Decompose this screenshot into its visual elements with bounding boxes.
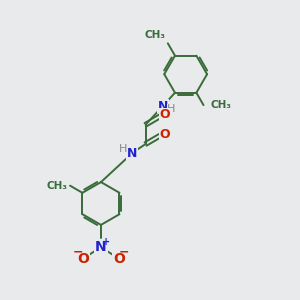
Text: H: H — [119, 144, 128, 154]
Text: O: O — [113, 252, 125, 266]
Text: CH₃: CH₃ — [210, 100, 231, 110]
Text: O: O — [77, 252, 89, 266]
Text: N: N — [158, 100, 168, 112]
Text: N: N — [127, 147, 137, 160]
Text: −: − — [73, 246, 83, 259]
Text: O: O — [160, 108, 170, 122]
Text: +: + — [102, 237, 110, 247]
Text: N: N — [95, 240, 107, 254]
Text: CH₃: CH₃ — [47, 181, 68, 191]
Text: CH₃: CH₃ — [145, 30, 166, 40]
Text: −: − — [118, 246, 129, 259]
Text: H: H — [167, 104, 176, 114]
Text: O: O — [160, 128, 170, 141]
